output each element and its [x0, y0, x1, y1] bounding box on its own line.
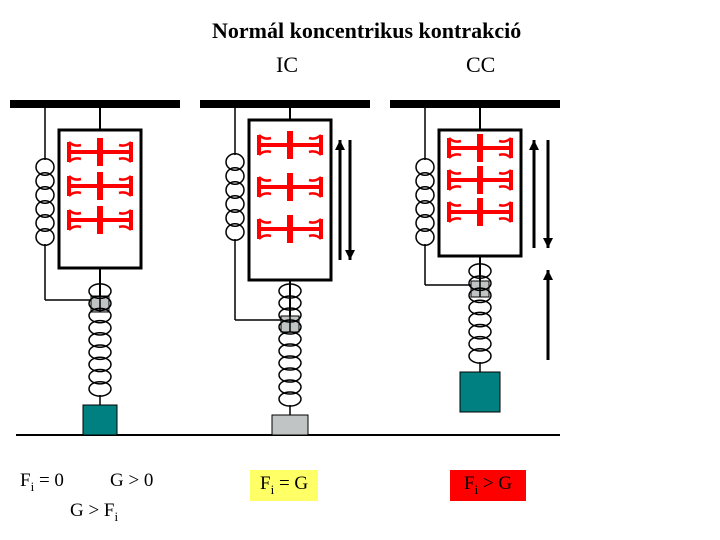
muscle-model-diagram	[0, 0, 720, 540]
